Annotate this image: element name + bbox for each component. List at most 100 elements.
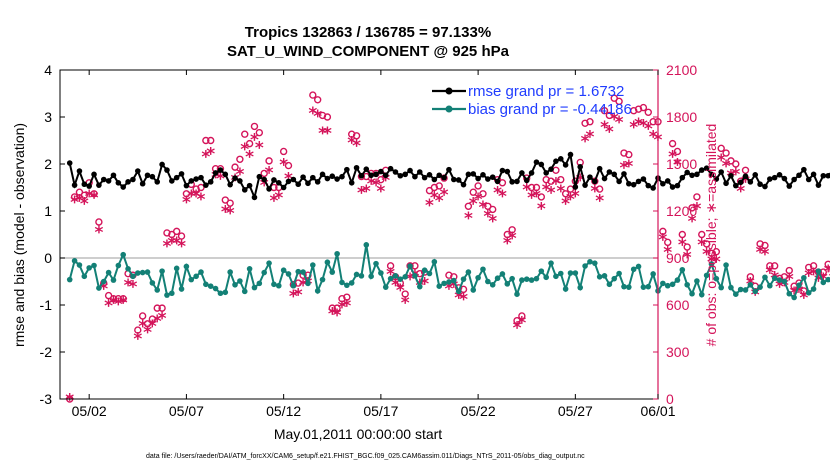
obs-assimilated-point: * xyxy=(177,237,186,257)
obs-assimilated-point: * xyxy=(615,113,624,133)
bias-point xyxy=(504,281,511,287)
obs-possible-point xyxy=(756,240,764,248)
obs-possible-point xyxy=(245,139,254,148)
y-tick-label: 4 xyxy=(44,62,52,78)
obs-assimilated-point: * xyxy=(381,171,390,191)
obs-assimilated-point: * xyxy=(376,182,385,202)
obs-possible-point xyxy=(309,91,317,99)
bias-point xyxy=(81,273,88,280)
obs-assimilated-point: * xyxy=(391,276,400,296)
obs-possible-point xyxy=(328,304,336,312)
obs-assimilated-point: * xyxy=(85,187,94,207)
obs-possible-point xyxy=(338,295,346,303)
rmse-series xyxy=(66,151,830,201)
obs-assimilated-point: * xyxy=(235,165,244,185)
rmse-point xyxy=(397,172,404,179)
obs-possible-point xyxy=(406,262,414,270)
obs-possible-point xyxy=(668,139,677,148)
x-tick-label: 05/27 xyxy=(558,403,593,419)
rmse-point xyxy=(494,178,501,185)
obs-possible-point xyxy=(236,155,244,164)
obs-assimilated-point: * xyxy=(590,182,599,202)
obs-assimilated-point: * xyxy=(143,323,152,343)
obs-assimilated-point: * xyxy=(299,276,308,296)
bias-point xyxy=(694,278,700,284)
bias-point xyxy=(509,275,515,282)
rmse-point xyxy=(708,171,715,178)
bias-point xyxy=(762,274,768,281)
bias-point xyxy=(689,290,695,297)
bias-point xyxy=(698,291,705,298)
rmse-point xyxy=(455,177,462,183)
bias-point xyxy=(470,287,477,293)
obs-assimilated-point: * xyxy=(790,284,799,304)
bias-point xyxy=(237,278,243,284)
bias-point xyxy=(577,284,584,291)
obs-possible-point xyxy=(153,304,161,312)
rmse-point xyxy=(480,172,486,178)
bias-point xyxy=(222,289,229,296)
obs-assimilated-point: * xyxy=(94,223,103,243)
obs-possible-point xyxy=(377,175,385,184)
obs-assimilated-point: * xyxy=(357,184,366,204)
obs-possible-point xyxy=(620,149,628,157)
rmse-point xyxy=(300,174,306,180)
obs-possible-point xyxy=(634,105,643,113)
rmse-point xyxy=(159,161,165,168)
rmse-point xyxy=(144,172,151,179)
obs-assimilated-point: * xyxy=(756,243,765,263)
obs-assimilated-point: * xyxy=(459,290,468,310)
obs-assimilated-point: * xyxy=(386,265,395,285)
bias-point xyxy=(455,288,462,295)
bias-point xyxy=(295,268,302,275)
x-tick-label: 06/01 xyxy=(640,403,675,419)
bias-point xyxy=(616,270,622,277)
rmse-point xyxy=(402,171,408,178)
rmse-point xyxy=(674,182,681,189)
bias-point xyxy=(757,284,763,290)
obs-possible-point xyxy=(659,227,667,236)
rmse-point xyxy=(470,171,477,177)
bias-point xyxy=(606,281,613,288)
obs-assimilated-point: * xyxy=(493,184,502,204)
obs-assimilated-point: * xyxy=(571,187,580,207)
obs-assimilated-point: * xyxy=(260,176,269,196)
rmse-point xyxy=(207,179,214,185)
obs-possible-point xyxy=(513,316,521,325)
bias-point xyxy=(426,270,433,277)
rmse-point xyxy=(723,180,729,187)
rmse-point xyxy=(548,166,554,172)
rmse-point xyxy=(154,179,161,185)
obs-assimilated-point: * xyxy=(498,187,507,207)
rmse-point xyxy=(71,182,78,188)
obs-possible-point xyxy=(595,185,604,193)
rmse-point xyxy=(314,179,321,185)
rmse-point xyxy=(728,172,734,179)
bias-point xyxy=(149,280,156,286)
bias-point xyxy=(169,290,175,297)
rmse-point xyxy=(110,172,117,179)
obs-assimilated-point: * xyxy=(104,297,113,317)
obs-assimilated-point: * xyxy=(265,163,274,183)
obs-assimilated-point: * xyxy=(362,182,371,202)
obs-assimilated-point: * xyxy=(483,207,492,227)
obs-possible-point xyxy=(148,315,157,323)
obs-possible-point xyxy=(698,230,706,239)
bias-point xyxy=(280,267,287,274)
rmse-point xyxy=(635,178,642,185)
bias-point xyxy=(212,285,219,292)
bias-point xyxy=(601,273,608,279)
rmse-point xyxy=(246,182,253,189)
bias-point xyxy=(275,282,282,289)
obs-assimilated-point: * xyxy=(192,187,201,207)
rmse-point xyxy=(465,171,472,178)
bias-point xyxy=(494,275,501,282)
rmse-point xyxy=(353,164,360,171)
obs-assimilated-point: * xyxy=(795,282,804,302)
obs-assimilated-point: * xyxy=(824,262,830,282)
bias-point xyxy=(348,280,355,286)
obs-assimilated-point: * xyxy=(308,104,317,124)
obs-assimilated-point: * xyxy=(561,195,570,215)
rmse-point xyxy=(149,173,156,180)
obs-assimilated-point: * xyxy=(556,182,565,202)
